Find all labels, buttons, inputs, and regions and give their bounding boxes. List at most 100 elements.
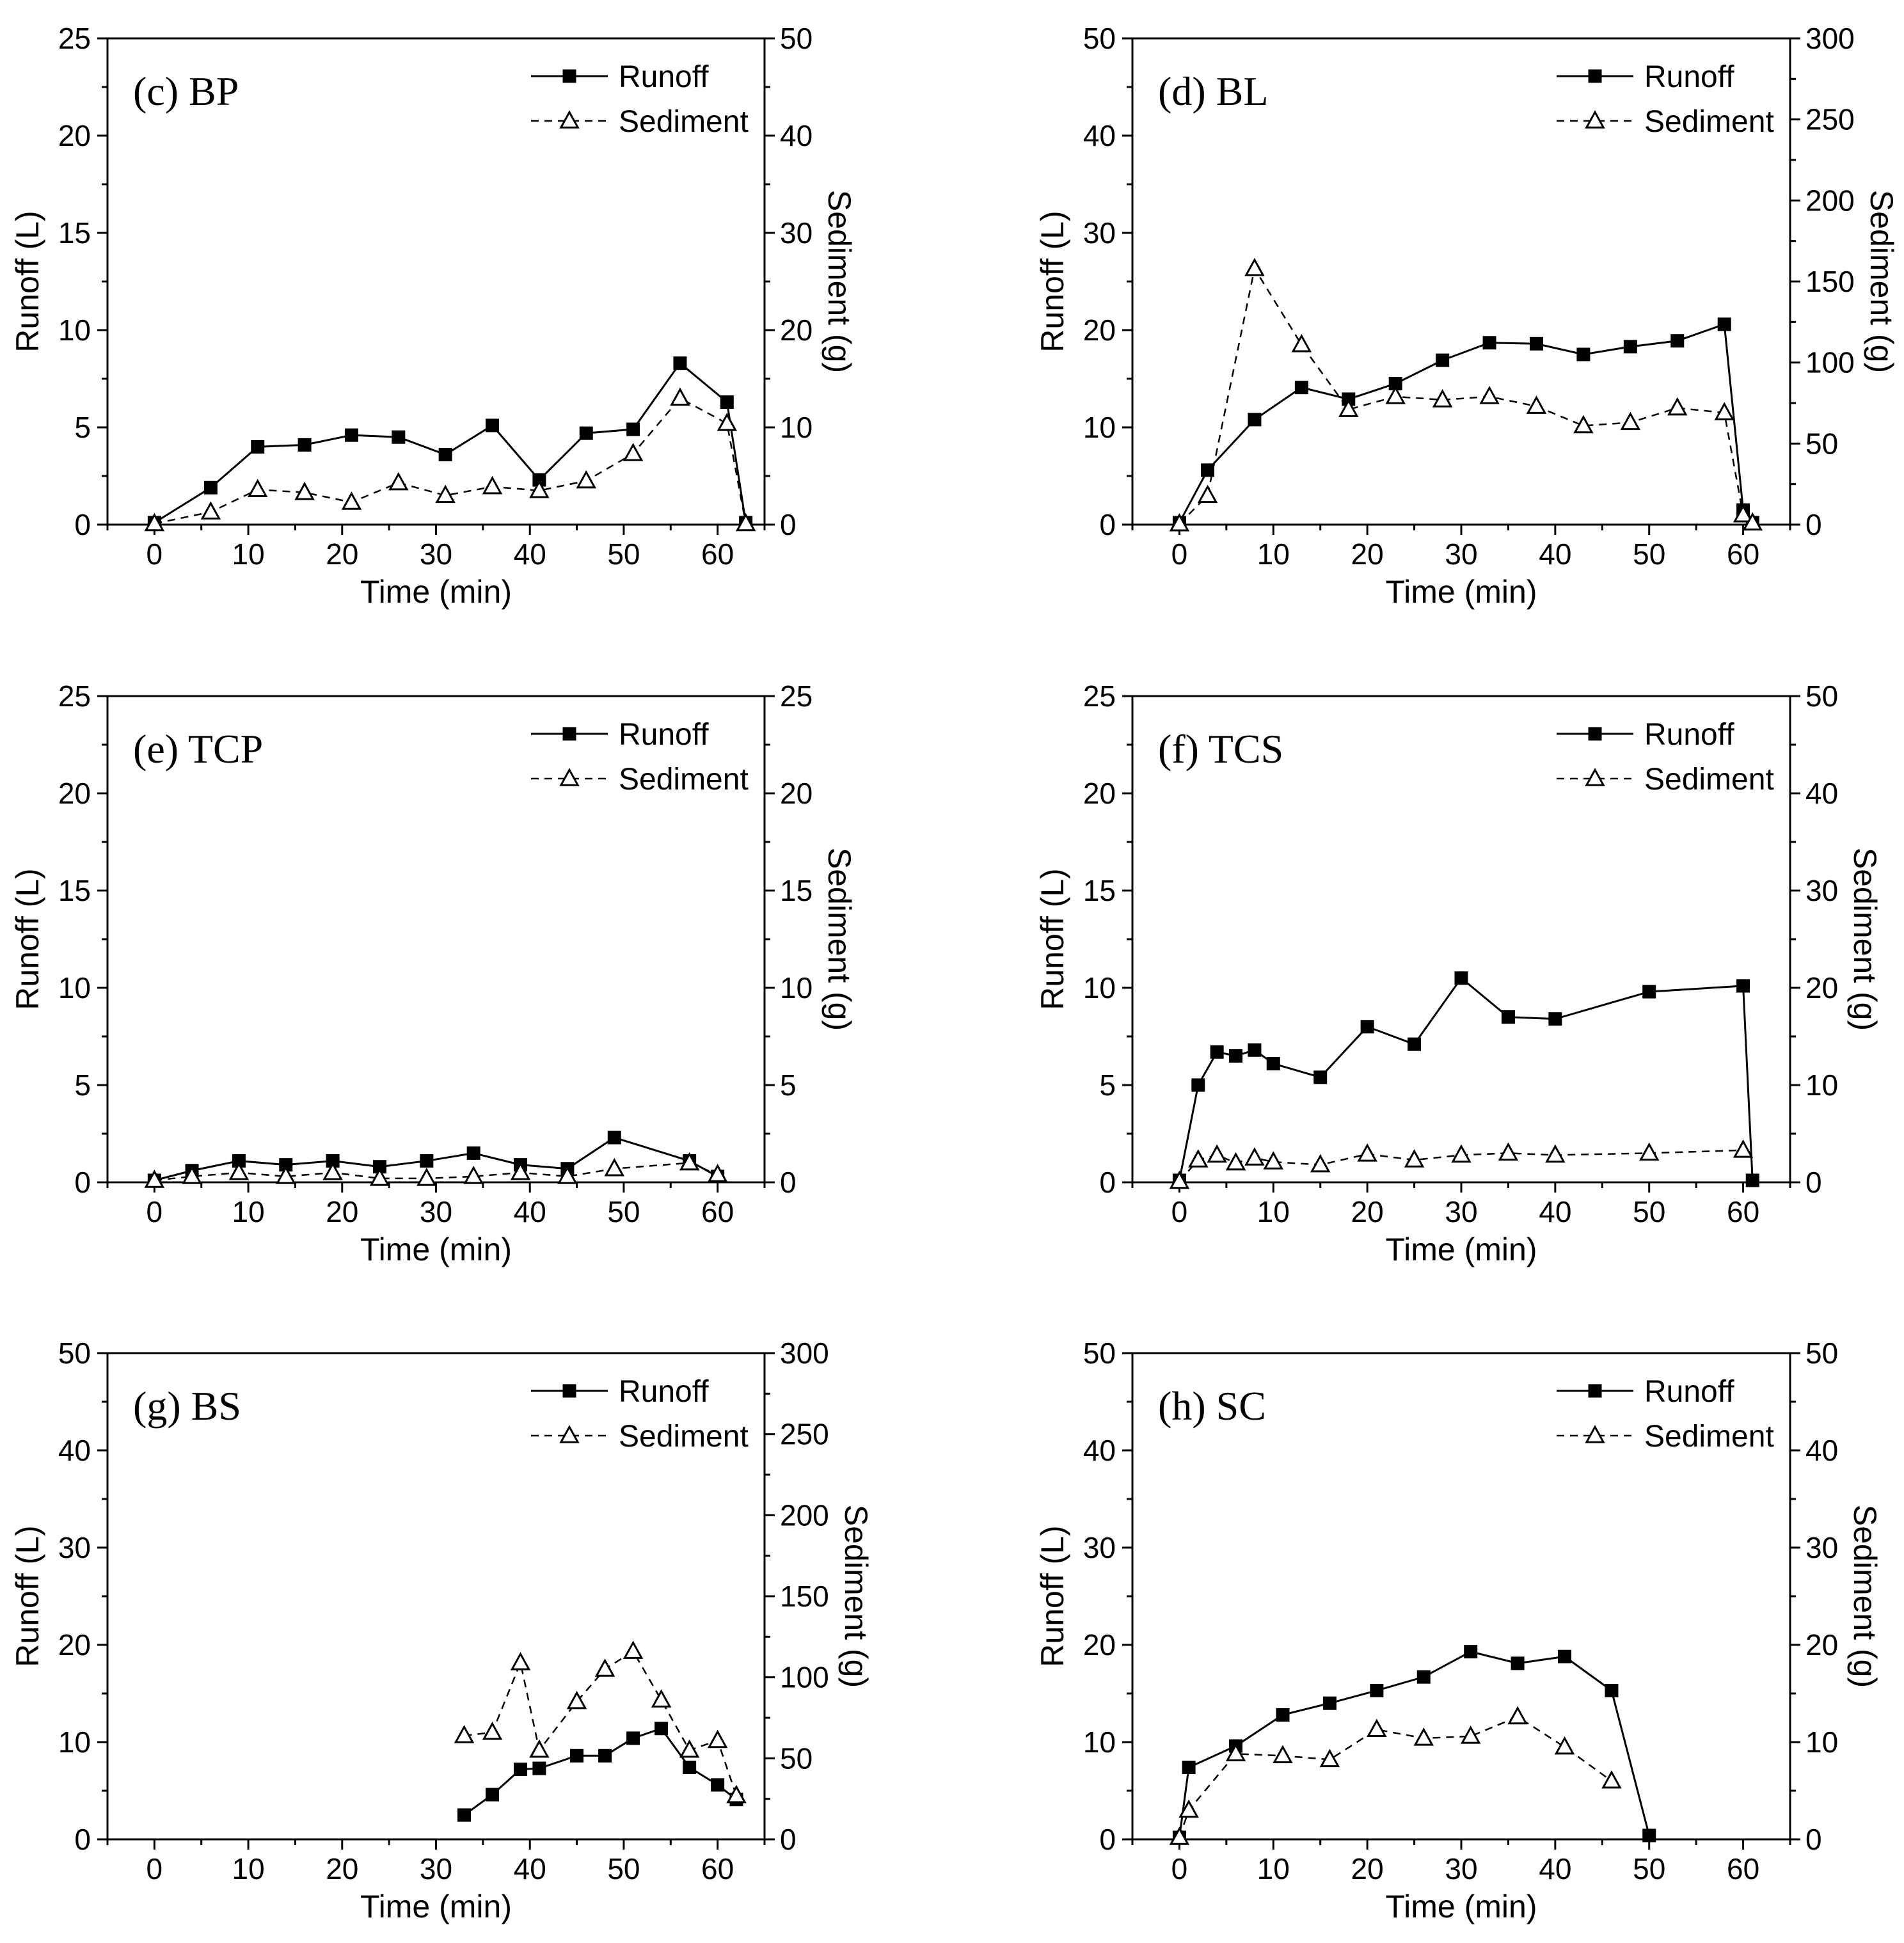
sediment-point [200, 501, 221, 519]
panel-title: (e) TCP [133, 726, 263, 772]
y2-tick-label: 30 [1805, 874, 1838, 907]
legend-runoff-label: Runoff [619, 718, 709, 752]
sediment-point [144, 512, 165, 532]
sediment-line [1178, 1716, 1612, 1838]
y-tick-label: 10 [1083, 971, 1116, 1004]
sediment-point [463, 1166, 484, 1184]
y-tick-label: 20 [58, 119, 91, 152]
runoff-point [1294, 381, 1308, 395]
x-axis-label: Time (min) [1385, 1889, 1537, 1924]
sediment-point [559, 110, 580, 129]
runoff-point [1370, 1683, 1384, 1697]
x-tick-label: 0 [147, 1852, 163, 1885]
sediment-point [1319, 1749, 1340, 1768]
legend-runoff-label: Runoff [1644, 1375, 1734, 1409]
y-tick-label: 15 [58, 874, 91, 907]
x-axis-label: Time (min) [1385, 574, 1537, 610]
y2-tick-label: 10 [1805, 1068, 1838, 1102]
y-tick-label: 20 [1083, 1628, 1116, 1661]
sediment-point [228, 1162, 250, 1180]
y2-tick-label: 50 [780, 1741, 813, 1775]
legend-sediment-label: Sediment [619, 105, 749, 139]
y2-tick-label: 200 [1805, 184, 1855, 217]
legend-runoff-label: Runoff [619, 1375, 709, 1409]
runoff-point [1248, 413, 1262, 427]
x-tick-label: 20 [326, 1852, 358, 1885]
runoff-point [203, 480, 218, 495]
sediment-point [388, 472, 409, 491]
runoff-point [457, 1808, 472, 1822]
runoff-point [1191, 1078, 1205, 1092]
sediment-point [1169, 1827, 1190, 1845]
runoff-point [279, 1158, 293, 1172]
y2-tick-label: 50 [1805, 679, 1838, 713]
y2-axis-label: Sediment (g) [821, 190, 857, 373]
y-tick-label: 15 [58, 216, 91, 250]
sediment-point [1291, 334, 1312, 353]
x-tick-label: 50 [1633, 1195, 1665, 1228]
x-tick-label: 30 [420, 1852, 452, 1885]
sediment-point [1638, 1142, 1660, 1161]
x-tick-label: 60 [1727, 537, 1759, 571]
y-tick-label: 10 [58, 313, 91, 347]
sediment-point [1357, 1143, 1377, 1162]
x-tick-label: 0 [1171, 1195, 1188, 1228]
y2-tick-label: 50 [1805, 427, 1838, 460]
sediment-point [576, 470, 596, 489]
runoff-point [562, 1384, 576, 1398]
runoff-point [1313, 1070, 1328, 1084]
sediment-point [1585, 1425, 1605, 1443]
y2-tick-label: 10 [780, 411, 813, 444]
sediment-point [182, 1166, 202, 1184]
sediment-point [1585, 110, 1605, 129]
y-tick-label: 40 [1083, 1434, 1116, 1467]
runoff-line [1178, 322, 1754, 523]
chart-panel-e-tcp: 0 10 20 30 40 50 60 0 5 10 15 20 25 0 5 10 15 20 25 Time (m… [10, 679, 857, 1267]
runoff-point [1576, 347, 1591, 361]
y2-axis-label: Sediment (g) [1847, 848, 1883, 1031]
runoff-point [1642, 985, 1656, 999]
y-tick-label: 30 [58, 1531, 91, 1564]
sediment-point [1714, 402, 1734, 420]
sediment-point [1742, 512, 1763, 531]
legend-runoff-label: Runoff [619, 60, 709, 94]
sediment-line [1178, 266, 1754, 525]
y-tick-label: 5 [1099, 1068, 1116, 1102]
sediment-point [679, 1739, 700, 1758]
y2-axis-label: Sediment (g) [1864, 190, 1900, 373]
y-tick-label: 15 [1083, 874, 1116, 907]
runoff-point [607, 1130, 621, 1145]
y-tick-label: 5 [74, 411, 91, 444]
runoff-point [1558, 1649, 1572, 1663]
sediment-point [276, 1166, 296, 1184]
runoff-point [1229, 1049, 1243, 1063]
sediment-point [144, 1170, 165, 1188]
sediment-point [1573, 415, 1594, 434]
y2-tick-label: 0 [1805, 1823, 1822, 1856]
sediment-point [1432, 389, 1453, 408]
x-axis-label: Time (min) [360, 1232, 512, 1267]
runoff-point [1745, 1173, 1759, 1187]
legend-sediment-label: Sediment [619, 1420, 749, 1454]
y-tick-label: 20 [1083, 777, 1116, 810]
runoff-point [562, 69, 576, 83]
sediment-point [1498, 1142, 1519, 1161]
y2-tick-label: 40 [1805, 777, 1838, 810]
sediment-point [1197, 484, 1218, 504]
sediment-point [679, 1152, 700, 1171]
sediment-point [529, 1739, 550, 1758]
x-tick-label: 10 [232, 1195, 264, 1228]
x-tick-label: 60 [1727, 1852, 1759, 1885]
x-axis-label: Time (min) [360, 574, 512, 610]
runoff-point [1436, 353, 1450, 367]
runoff-point [673, 356, 687, 370]
y2-tick-label: 20 [780, 777, 813, 810]
y-axis-label: Runoff (L) [1035, 210, 1070, 352]
y2-axis-label: Sediment (g) [821, 848, 857, 1031]
chart-panel-d-bl: 0 10 20 30 40 50 60 0 10 20 30 40 50 0 50 100 150 200 250 3… [1035, 22, 1900, 610]
y2-tick-label: 250 [1805, 103, 1855, 136]
runoff-point [720, 395, 734, 409]
y-tick-label: 10 [58, 1725, 91, 1759]
runoff-point [1670, 334, 1685, 348]
